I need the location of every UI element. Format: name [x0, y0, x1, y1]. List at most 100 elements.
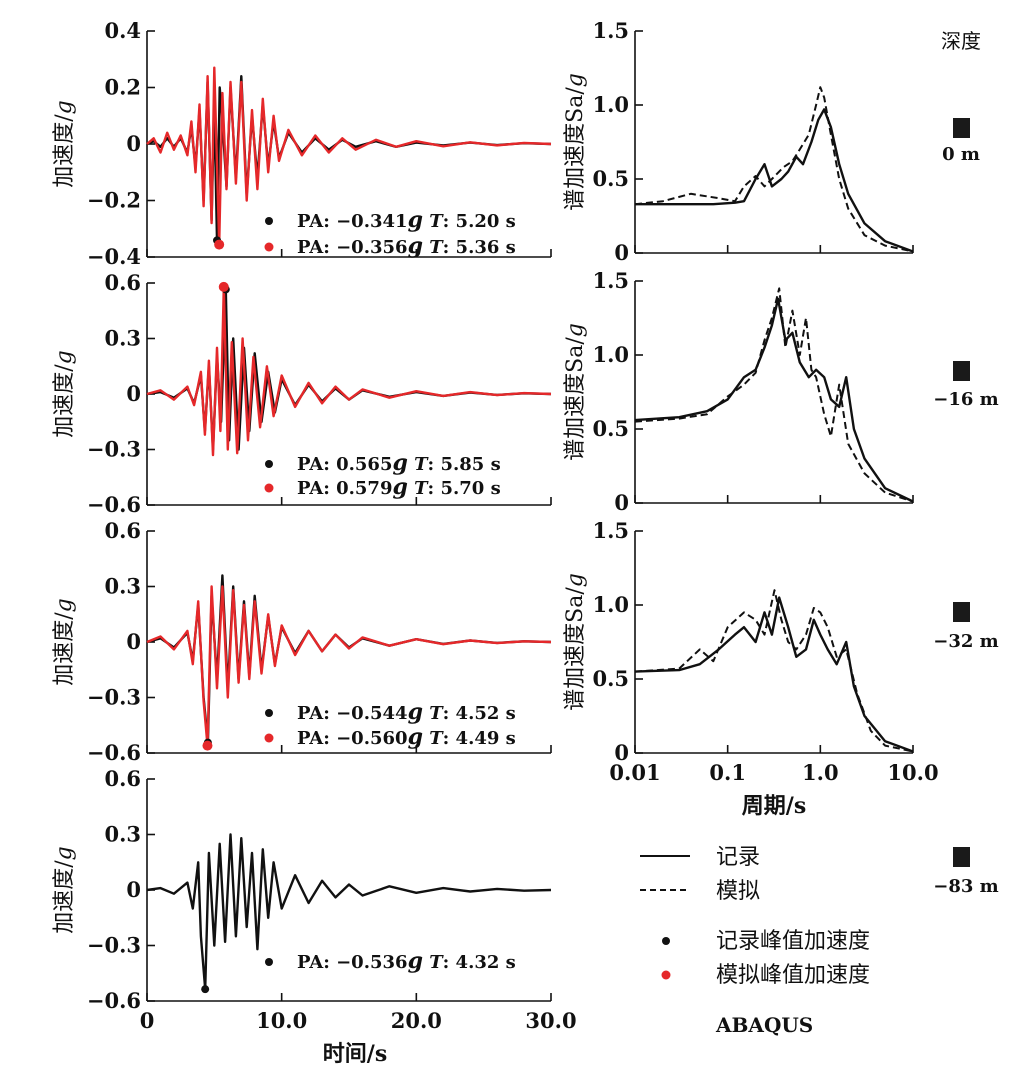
peak-annotation: PA: −0.544g T: 4.52 s	[297, 699, 516, 725]
y-tick-label: −0.4	[87, 244, 141, 269]
y-tick-label: 0.3	[104, 326, 141, 351]
y-axis-label-text: 谱加速度Sa/	[563, 337, 588, 461]
peak-time-symbol: T	[429, 952, 444, 973]
y-axis-label-text: 加速度/	[52, 114, 77, 188]
series-line-recorded	[634, 596, 914, 753]
series-line-recorded	[635, 108, 914, 253]
peak-unit: g	[408, 948, 423, 974]
y-axis-label: 加速度/g	[52, 846, 77, 934]
y-tick-label: 0.5	[592, 416, 629, 441]
y-axis-label-unit: g	[52, 100, 77, 114]
peak-legend-dot	[264, 733, 274, 743]
y-tick-label: 0.6	[104, 270, 141, 295]
depth-marker-16: −16 m	[933, 361, 999, 410]
depth-marker-32: −32 m	[933, 602, 999, 652]
peak-unit: g	[392, 474, 407, 500]
peak-annotation: PA: 0.565g T: 5.85 s	[297, 450, 501, 476]
peak-value: PA: −0.560	[297, 728, 408, 749]
x-tick-label: 10.0	[256, 1008, 307, 1033]
depth-marker-0: 0 m	[942, 118, 980, 165]
depth-marker-square	[953, 602, 970, 622]
y-tick-label: −0.6	[87, 740, 141, 765]
y-tick-label: 0.6	[104, 518, 141, 543]
recorded-peak-point	[201, 985, 210, 994]
peak-annotation: PA: 0.579g T: 5.70 s	[297, 474, 501, 500]
y-axis-label-text: 加速度/	[52, 860, 77, 934]
simulated-peak-point	[218, 281, 229, 292]
y-tick-label: 0	[126, 381, 141, 406]
series-line-simulated	[634, 287, 914, 503]
simulated-peak-point	[202, 740, 213, 751]
y-axis-label: 谱加速度Sa/g	[563, 323, 588, 461]
y-tick-label: −0.6	[87, 492, 141, 517]
series-line-recorded	[634, 297, 914, 503]
y-tick-label: 1.5	[592, 268, 629, 293]
y-axis-label: 加速度/g	[52, 350, 77, 438]
y-tick-label: 1.5	[592, 518, 629, 543]
peak-time: : 4.52 s	[443, 703, 516, 724]
peak-value: PA: −0.356	[297, 237, 408, 258]
peak-unit: g	[408, 724, 423, 750]
y-axis-label-unit: g	[52, 598, 77, 612]
y-tick-label: −0.2	[87, 188, 141, 213]
y-tick-label: 1.0	[592, 592, 629, 617]
peak-time-symbol: T	[429, 703, 444, 724]
depth-marker-square	[953, 847, 970, 867]
y-tick-label: 0.3	[104, 574, 141, 599]
legend-simulated-label: 模拟	[716, 879, 760, 904]
peak-annotation: PA: −0.341g T: 5.20 s	[297, 207, 516, 233]
y-tick-label: 0	[126, 131, 141, 156]
x-axis-label: 时间/s	[323, 1041, 387, 1067]
peak-time: : 5.70 s	[428, 478, 501, 499]
y-tick-label: 0	[126, 877, 141, 902]
peak-legend-dot	[265, 709, 273, 717]
peak-annotation: PA: −0.356g T: 5.36 s	[297, 233, 516, 259]
y-axis-label: 加速度/g	[52, 100, 77, 188]
y-tick-label: 1.0	[592, 342, 629, 367]
y-tick-label: 0.3	[104, 822, 141, 847]
x-axis-label: 周期/s	[742, 793, 806, 819]
peak-value: PA: −0.341	[297, 211, 408, 232]
legend-simulated-peak-dot	[661, 970, 671, 980]
peak-time: : 4.49 s	[443, 728, 516, 749]
depth-marker-square	[953, 118, 970, 138]
y-axis-label-unit: g	[52, 846, 77, 860]
peak-unit: g	[408, 233, 423, 259]
software-label: ABAQUS	[715, 1013, 813, 1037]
y-tick-label: 1.0	[592, 92, 629, 117]
peak-time-symbol: T	[429, 728, 444, 749]
simulated-peak-point	[214, 239, 225, 250]
x-tick-label: 30.0	[525, 1008, 576, 1033]
peak-time: : 5.20 s	[443, 211, 516, 232]
legend: 记录 模拟 记录峰值加速度 模拟峰值加速度 ABAQUS	[640, 845, 870, 1037]
peak-unit: g	[408, 207, 423, 233]
y-tick-label: 0	[614, 240, 629, 265]
y-tick-label: 0.2	[104, 75, 141, 100]
depth-label: −32 m	[933, 631, 998, 652]
y-tick-label: 0	[614, 740, 629, 765]
series-line-recorded	[146, 833, 552, 991]
y-axis-label-unit: g	[563, 573, 588, 587]
x-tick-label: 10.0	[887, 760, 938, 785]
y-tick-label: 0.6	[104, 766, 141, 791]
peak-time-symbol: T	[414, 478, 429, 499]
peak-legend-dot	[264, 483, 274, 493]
legend-recorded-label: 记录	[716, 845, 760, 870]
peak-time-symbol: T	[429, 237, 444, 258]
x-tick-label: 20.0	[391, 1008, 442, 1033]
y-tick-label: 1.5	[592, 18, 629, 43]
depth-marker-square	[953, 361, 970, 381]
y-tick-label: 0	[614, 490, 629, 515]
peak-value: PA: −0.536	[297, 952, 408, 973]
y-tick-label: 0.4	[104, 18, 141, 43]
y-tick-label: 0	[126, 629, 141, 654]
y-tick-label: 0.5	[592, 166, 629, 191]
y-axis-label-text: 加速度/	[52, 612, 77, 686]
series-line-simulated	[634, 86, 914, 253]
legend-recorded-peak-dot	[662, 937, 670, 945]
peak-annotation: PA: −0.560g T: 4.49 s	[297, 724, 516, 750]
x-tick-label: 0.01	[609, 760, 660, 785]
peak-value: PA: 0.579	[297, 478, 392, 499]
peak-legend-dot	[265, 958, 273, 966]
